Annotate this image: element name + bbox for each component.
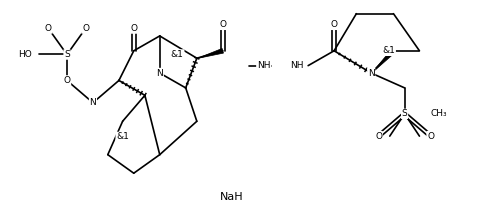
Polygon shape xyxy=(372,49,395,73)
Text: NH: NH xyxy=(257,61,270,70)
Text: HO: HO xyxy=(18,50,32,59)
Text: N: N xyxy=(156,69,163,78)
Text: O: O xyxy=(331,20,338,29)
Text: S: S xyxy=(402,109,408,118)
Text: NH: NH xyxy=(290,61,304,70)
Text: O: O xyxy=(427,132,434,141)
Text: O: O xyxy=(130,24,137,33)
Text: &1: &1 xyxy=(116,132,129,141)
Text: N: N xyxy=(90,98,96,107)
Text: O: O xyxy=(427,132,434,141)
Text: S: S xyxy=(64,50,70,59)
Text: O: O xyxy=(331,20,338,29)
Text: N: N xyxy=(368,69,375,78)
Text: HO: HO xyxy=(18,50,32,59)
Text: &1: &1 xyxy=(116,132,129,141)
Text: NH: NH xyxy=(290,61,304,70)
Text: S: S xyxy=(402,109,408,118)
Text: &1: &1 xyxy=(171,50,184,59)
Text: N: N xyxy=(156,69,163,78)
Text: CH₃: CH₃ xyxy=(431,109,447,118)
Text: &1: &1 xyxy=(382,46,395,55)
Text: O: O xyxy=(219,20,226,29)
Text: &1: &1 xyxy=(171,50,184,59)
Text: O: O xyxy=(219,20,226,29)
Text: O: O xyxy=(45,24,52,33)
Text: N: N xyxy=(90,98,96,107)
Text: O: O xyxy=(82,24,89,33)
Text: O: O xyxy=(375,132,382,141)
Text: O: O xyxy=(375,132,382,141)
Text: O: O xyxy=(64,76,70,85)
Text: NaH: NaH xyxy=(220,192,244,202)
Text: S: S xyxy=(64,50,70,59)
Text: O: O xyxy=(45,24,52,33)
Text: CH₃: CH₃ xyxy=(431,109,447,118)
Text: NH: NH xyxy=(257,61,270,70)
Text: O: O xyxy=(82,24,89,33)
Text: &1: &1 xyxy=(382,46,395,55)
Polygon shape xyxy=(197,48,224,58)
Text: O: O xyxy=(64,76,70,85)
Text: NaH: NaH xyxy=(220,192,244,202)
Text: N: N xyxy=(368,69,375,78)
Text: O: O xyxy=(130,24,137,33)
